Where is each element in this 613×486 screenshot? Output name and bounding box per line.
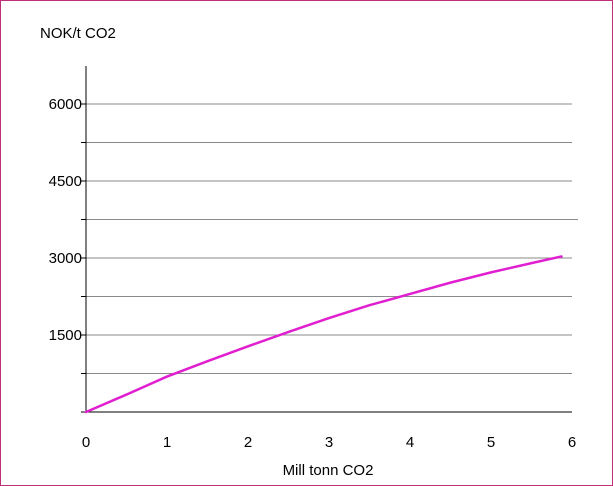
- x-tick-label: 6: [568, 434, 576, 451]
- y-axis-title: NOK/t CO2: [40, 25, 116, 42]
- series-group: [86, 256, 561, 412]
- x-tick-label: 2: [244, 434, 252, 451]
- axis-ticks: 1500 3000 4500 6000 0 1 2 3 4 5 6: [49, 96, 577, 451]
- y-tick-label: 3000: [49, 250, 82, 267]
- x-tick-label: 4: [406, 434, 414, 451]
- x-tick-label: 5: [487, 434, 495, 451]
- y-tick-label: 4500: [49, 173, 82, 190]
- x-axis-title: Mill tonn CO2: [283, 462, 374, 479]
- series-line: [86, 256, 561, 412]
- x-tick-label: 0: [82, 434, 90, 451]
- y-tick-label: 6000: [49, 96, 82, 113]
- axes: [86, 66, 572, 412]
- x-tick-label: 1: [163, 434, 171, 451]
- grid-lines: [86, 104, 578, 374]
- y-tick-label: 1500: [49, 327, 82, 344]
- x-tick-label: 3: [325, 434, 333, 451]
